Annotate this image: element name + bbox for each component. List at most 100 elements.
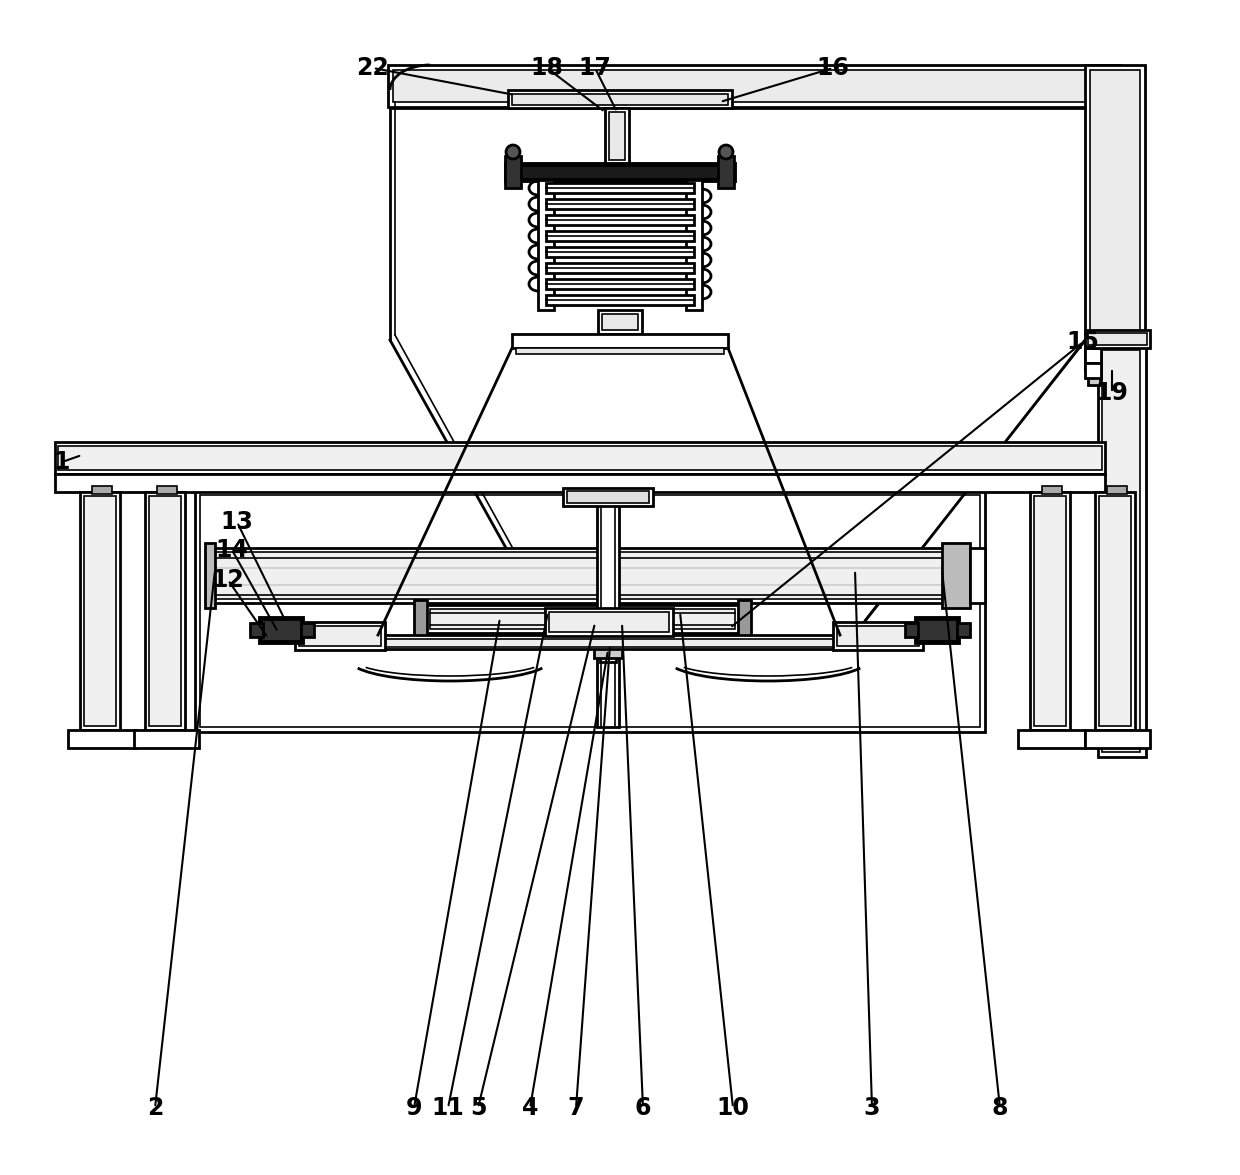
Bar	[1018, 730, 1085, 748]
Bar	[594, 647, 622, 658]
Bar	[414, 600, 427, 638]
Bar	[598, 310, 642, 334]
Text: 16: 16	[817, 56, 849, 80]
Bar	[587, 627, 630, 642]
Bar	[833, 622, 923, 650]
Bar	[157, 486, 177, 494]
Bar	[546, 263, 694, 273]
Bar	[546, 247, 694, 257]
Bar	[1085, 65, 1145, 370]
Text: 3: 3	[864, 1096, 880, 1120]
Bar	[546, 607, 673, 636]
Bar	[149, 496, 181, 726]
Bar	[1102, 350, 1140, 752]
Bar	[601, 314, 639, 330]
Bar	[301, 623, 314, 637]
Bar	[92, 486, 112, 494]
Bar	[512, 334, 728, 348]
Bar	[582, 624, 634, 644]
Text: 5: 5	[470, 1096, 486, 1120]
Bar	[205, 543, 215, 607]
Bar	[1107, 486, 1127, 494]
Bar	[210, 548, 950, 603]
Text: 6: 6	[635, 1096, 651, 1120]
Bar	[215, 552, 945, 599]
Bar	[549, 612, 670, 632]
Bar	[1030, 492, 1070, 730]
Bar	[134, 730, 198, 748]
Bar	[388, 65, 1120, 107]
Bar	[506, 165, 734, 180]
Bar	[260, 618, 303, 642]
Bar	[546, 295, 694, 306]
Bar	[1085, 345, 1145, 370]
Bar	[55, 442, 1105, 474]
Bar	[508, 90, 732, 108]
Bar	[195, 490, 985, 732]
Bar	[905, 623, 918, 637]
Bar	[942, 543, 970, 607]
Bar	[970, 548, 985, 603]
Bar	[916, 618, 959, 642]
Bar	[546, 183, 694, 193]
Bar	[425, 605, 740, 633]
Bar	[686, 180, 702, 310]
Bar	[1085, 330, 1149, 348]
Text: 14: 14	[216, 538, 248, 562]
Circle shape	[506, 145, 520, 159]
Bar	[1085, 730, 1149, 748]
Bar	[58, 446, 1102, 470]
Bar	[55, 474, 1105, 492]
Bar	[1097, 345, 1146, 757]
Text: 17: 17	[579, 56, 611, 80]
Bar	[738, 600, 751, 638]
Text: 22: 22	[357, 56, 389, 80]
Bar	[605, 108, 629, 164]
Bar	[596, 492, 619, 727]
Text: 12: 12	[212, 568, 244, 592]
Text: 10: 10	[717, 1096, 749, 1120]
Bar	[957, 623, 970, 637]
Bar	[393, 70, 1115, 102]
Bar	[1042, 486, 1061, 494]
Bar	[68, 730, 136, 748]
Text: 13: 13	[221, 510, 253, 533]
Bar	[1087, 355, 1100, 385]
Bar	[718, 156, 734, 188]
Bar	[250, 623, 263, 637]
Text: 11: 11	[432, 1096, 464, 1120]
Bar	[1034, 496, 1066, 726]
Bar	[1085, 363, 1101, 378]
Bar	[382, 639, 836, 647]
Bar	[295, 622, 384, 650]
Bar	[567, 491, 649, 503]
Bar	[512, 94, 728, 105]
Bar	[430, 609, 735, 629]
Text: 18: 18	[531, 56, 563, 80]
Bar	[299, 626, 381, 646]
Bar	[609, 112, 625, 160]
Bar	[1090, 70, 1140, 365]
Bar	[1085, 348, 1101, 363]
Bar	[546, 199, 694, 209]
Text: 2: 2	[146, 1096, 164, 1120]
Text: 8: 8	[992, 1096, 1008, 1120]
Circle shape	[719, 145, 733, 159]
Bar	[600, 644, 616, 662]
Bar	[563, 488, 653, 506]
Text: 4: 4	[522, 1096, 538, 1120]
Bar	[546, 215, 694, 224]
Text: 1: 1	[53, 450, 71, 474]
Text: 15: 15	[1066, 330, 1100, 354]
Bar	[538, 180, 554, 310]
Bar	[378, 634, 839, 649]
Text: 19: 19	[1096, 381, 1128, 405]
Bar	[516, 348, 724, 354]
Bar	[81, 492, 120, 730]
Bar	[1099, 496, 1131, 726]
Bar	[145, 492, 185, 730]
Bar	[837, 626, 919, 646]
Bar	[1095, 492, 1135, 730]
Bar	[546, 231, 694, 241]
Bar	[546, 278, 694, 289]
